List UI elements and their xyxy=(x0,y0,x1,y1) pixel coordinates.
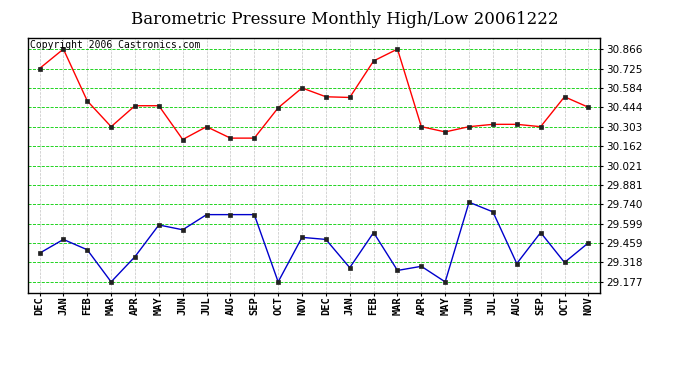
Text: Copyright 2006 Castronics.com: Copyright 2006 Castronics.com xyxy=(30,40,201,50)
Text: Barometric Pressure Monthly High/Low 20061222: Barometric Pressure Monthly High/Low 200… xyxy=(131,11,559,28)
